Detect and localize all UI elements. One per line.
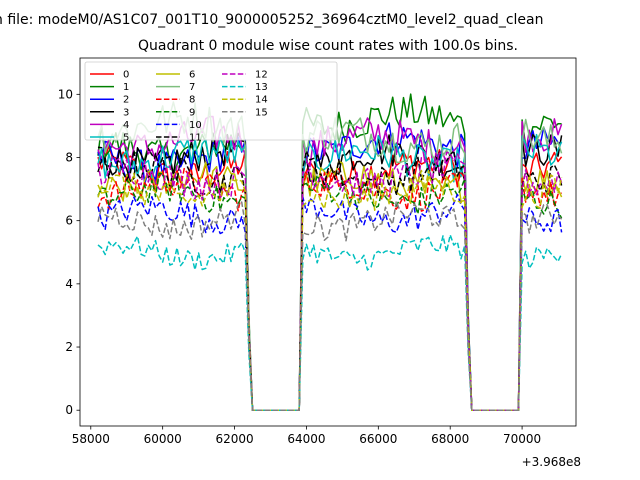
plot-area [97,93,563,411]
chart-suptitle: n file: modeM0/AS1C07_001T10_9000005252_… [0,12,543,28]
y-tick-label: 2 [65,340,73,354]
legend-label-9: 9 [189,107,195,118]
legend-label-12: 12 [255,70,268,81]
chart-title: Quadrant 0 module wise count rates with … [138,38,518,54]
series-line-11 [97,149,563,411]
series-line-14 [97,169,563,411]
series-line-6 [97,160,563,411]
legend-label-10: 10 [189,120,202,131]
series-line-8 [97,167,562,411]
legend-label-0: 0 [123,70,129,81]
x-tick-label: 70000 [503,432,541,446]
x-tick-label: 68000 [431,432,469,446]
legend-label-7: 7 [189,82,195,93]
x-tick-label: 62000 [215,432,253,446]
legend-label-6: 6 [189,70,195,81]
x-offset-label: +3.968e8 [522,455,581,469]
legend-box [84,61,338,141]
y-tick-label: 0 [65,403,73,417]
legend-label-8: 8 [189,95,195,106]
series-line-4 [97,115,563,411]
legend-label-4: 4 [123,120,129,131]
series-line-13 [97,234,563,411]
series-line-10 [97,193,563,411]
legend-label-3: 3 [123,107,129,118]
legend-label-13: 13 [255,82,268,93]
legend-label-14: 14 [255,95,268,106]
legend-label-11: 11 [189,133,202,144]
x-tick-label: 64000 [287,432,325,446]
y-tick-label: 4 [65,277,73,291]
axes: 58000 60000 62000 64000 66000 68000 70000 +3.96… [58,57,581,469]
series-line-12 [97,151,563,411]
x-tick-label: 66000 [359,432,397,446]
series-line-9 [97,172,563,411]
x-tick-label: 60000 [144,432,182,446]
y-tick-label: 10 [58,87,73,101]
series-line-0 [97,145,563,411]
x-tick-label: 58000 [72,432,110,446]
legend-label-15: 15 [255,107,268,118]
y-tick-label: 6 [65,214,73,228]
y-tick-label: 8 [65,151,73,165]
legend-label-2: 2 [123,95,129,106]
series-line-15 [97,200,563,411]
axes-frame [79,57,577,427]
legend-label-1: 1 [123,82,129,93]
legend-label-5: 5 [123,133,129,144]
